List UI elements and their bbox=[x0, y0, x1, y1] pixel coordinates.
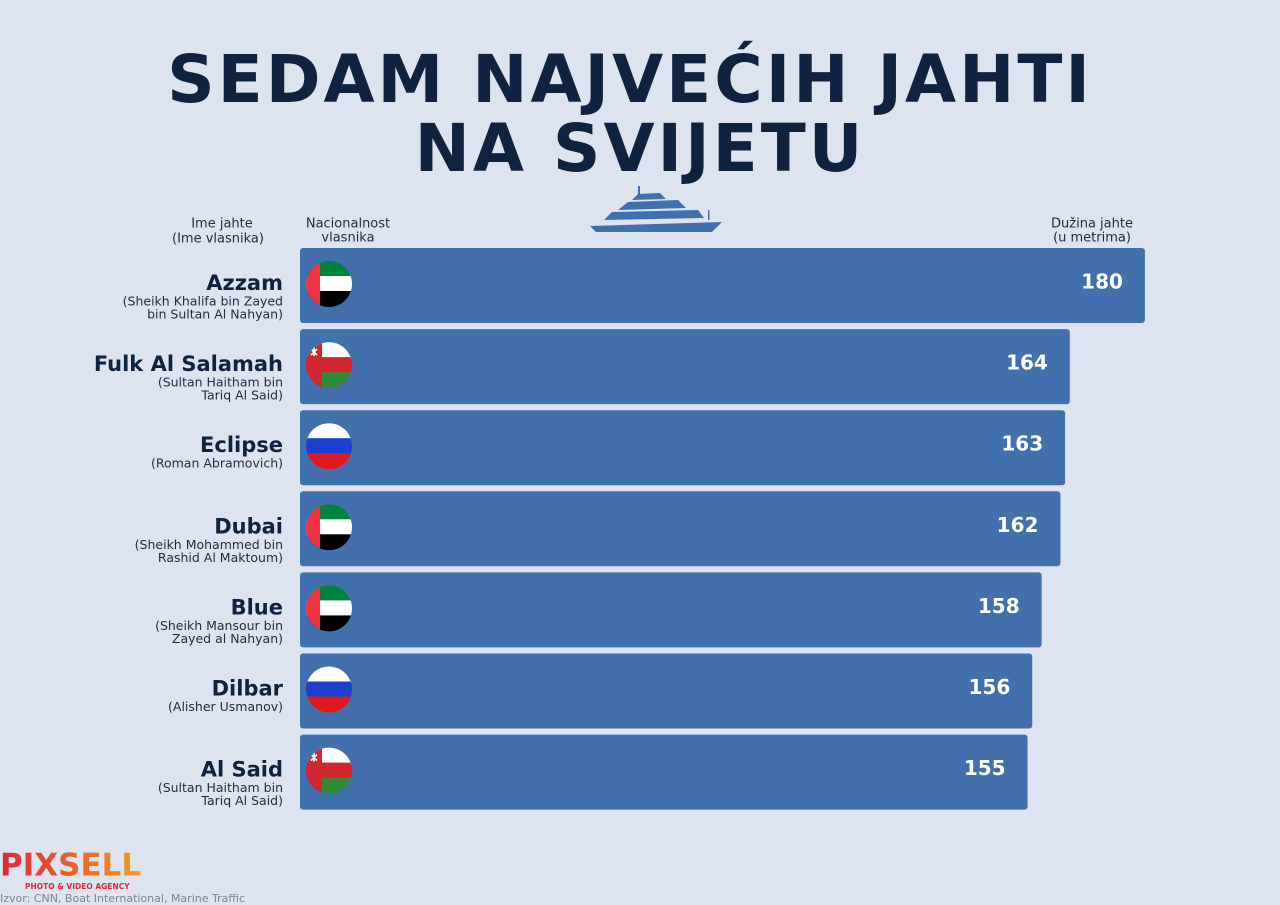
owner: Zayed al Nahyan) bbox=[172, 631, 283, 646]
owner: Tariq Al Said) bbox=[200, 793, 283, 808]
owner: (Sheikh Khalifa bin Zayed bbox=[123, 294, 283, 309]
flag-part bbox=[310, 752, 318, 762]
flag bbox=[306, 504, 352, 551]
bar bbox=[300, 248, 1145, 323]
title-line: NA SVIJETU bbox=[415, 110, 866, 187]
flag bbox=[306, 342, 352, 389]
header: Nacionalnost bbox=[306, 217, 390, 232]
title-line: SEDAM NAJVEĆIH JAHTI bbox=[167, 41, 1093, 118]
bar bbox=[300, 734, 1028, 810]
header: Dužina jahte bbox=[1051, 217, 1133, 232]
flag-part bbox=[306, 747, 322, 794]
flag-part bbox=[306, 681, 352, 698]
bar bbox=[300, 653, 1033, 729]
flag-body bbox=[306, 666, 352, 713]
value-label: 155 bbox=[964, 756, 1006, 780]
header: (Ime vlasnika) bbox=[172, 232, 264, 247]
owner: (Sultan Haitham bin bbox=[158, 780, 283, 795]
flag bbox=[306, 423, 352, 470]
yacht-name: Dubai bbox=[214, 514, 283, 538]
flag bbox=[306, 747, 352, 794]
header: (u metrima) bbox=[1053, 231, 1131, 246]
owner: (Sheikh Mohammed bin bbox=[135, 537, 283, 552]
header: Ime jahte bbox=[191, 217, 253, 232]
flag-body bbox=[306, 504, 352, 551]
flag bbox=[306, 261, 352, 307]
flag-part bbox=[306, 423, 352, 440]
owner: (Alisher Usmanov) bbox=[168, 699, 283, 714]
value-label: 162 bbox=[997, 513, 1039, 537]
header: vlasnika bbox=[321, 231, 374, 246]
logo-tagline: PHOTO & VIDEO AGENCY bbox=[25, 882, 130, 891]
flag-part bbox=[306, 585, 320, 632]
source: Izvor: CNN, Boat International, Marine T… bbox=[0, 892, 245, 905]
value-label: 164 bbox=[1006, 351, 1048, 375]
value-label: 180 bbox=[1081, 270, 1123, 294]
flag-body bbox=[306, 342, 352, 389]
flag-body bbox=[306, 747, 352, 794]
value-label: 156 bbox=[969, 675, 1011, 699]
logo: PIXSELL bbox=[0, 848, 141, 884]
yacht-name: Fulk Al Salamah bbox=[94, 352, 283, 376]
owner: (Sultan Haitham bin bbox=[158, 375, 283, 390]
bar bbox=[300, 491, 1061, 567]
yacht-name: Dilbar bbox=[212, 677, 284, 701]
ship-icon bbox=[590, 186, 722, 232]
flag-part bbox=[306, 666, 352, 683]
flag bbox=[306, 585, 352, 632]
flag-part bbox=[306, 453, 352, 470]
yacht-name: Al Said bbox=[201, 758, 283, 782]
flag-body bbox=[306, 423, 352, 470]
owner: Rashid Al Maktoum) bbox=[158, 550, 283, 565]
flag-part bbox=[310, 347, 318, 357]
value-label: 158 bbox=[978, 594, 1020, 618]
owner: bin Sultan Al Nahyan) bbox=[147, 307, 283, 322]
flag-part bbox=[306, 438, 352, 455]
flag bbox=[306, 666, 352, 713]
value-label: 163 bbox=[1001, 432, 1043, 456]
flag-part bbox=[306, 342, 322, 389]
flag-part bbox=[306, 696, 352, 713]
flag-body bbox=[306, 261, 352, 307]
yacht-name: Azzam bbox=[206, 271, 283, 295]
flag-part bbox=[306, 261, 320, 307]
owner: Tariq Al Said) bbox=[200, 388, 283, 403]
yacht-name: Blue bbox=[231, 595, 283, 619]
flag-body bbox=[306, 585, 352, 632]
bar bbox=[300, 410, 1066, 486]
owner: (Roman Abramovich) bbox=[151, 456, 283, 471]
bar bbox=[300, 329, 1070, 405]
yacht-name: Eclipse bbox=[200, 433, 283, 457]
bar bbox=[300, 572, 1042, 648]
flag-part bbox=[306, 504, 320, 551]
owner: (Sheikh Mansour bin bbox=[155, 618, 283, 633]
